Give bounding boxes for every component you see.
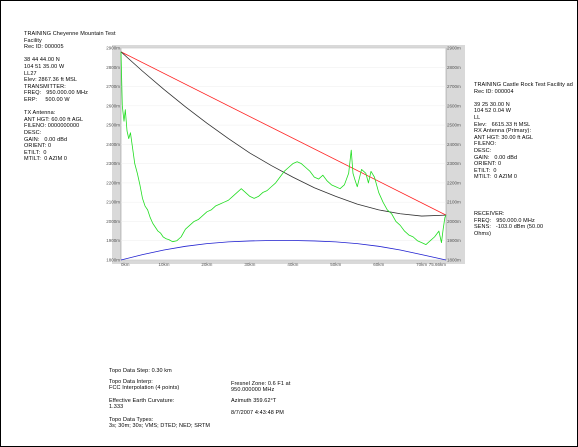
topo-types-value: 3s; 30m; 30s; VMS; DTED; NED; SRTM bbox=[109, 423, 211, 429]
rx-info-line: ORIENT: 0 bbox=[474, 161, 502, 168]
rx-info-line: ANT HGT: 30.00 ft AGL bbox=[474, 134, 534, 141]
tx-info-line: ERP: 500.00 W bbox=[24, 96, 70, 103]
y-tick-label-right: 2900m bbox=[447, 46, 461, 51]
x-tick-label: 75.66km bbox=[429, 262, 447, 267]
earth-curvature-line bbox=[120, 240, 447, 261]
y-tick-label: 2900m bbox=[106, 46, 120, 51]
rx-info-line: LL bbox=[474, 114, 481, 121]
tx-info-line: Rec ID: 000005 bbox=[24, 44, 64, 51]
receiver-line: Ohms) bbox=[474, 230, 491, 237]
rx-info-line: DESC: bbox=[474, 147, 492, 154]
rx-info-line: Rec ID: 000004 bbox=[474, 88, 514, 95]
tx-info-line: TX Antenna: bbox=[24, 110, 56, 117]
terrain-profile-line bbox=[120, 51, 447, 245]
y-tick-label: 2300m bbox=[106, 161, 120, 166]
rx-info-line: 39 25 30.00 N bbox=[474, 101, 510, 108]
y-tick-label: 2100m bbox=[106, 200, 120, 205]
y-tick-labels-right: 1800m 1900m 2000m 2100m 2200m 2300m 2400m 2500m… bbox=[447, 46, 461, 263]
y-tick-label-right: 2300m bbox=[447, 161, 461, 166]
y-tick-label-right: 1800m bbox=[447, 258, 461, 263]
y-tick-label-right: 2200m bbox=[447, 180, 461, 185]
y-tick-label: 2500m bbox=[106, 123, 120, 128]
y-tick-labels-left: 1800m 1900m 2000m 2100m 2200m 2300m 2400m 2500m… bbox=[106, 46, 120, 263]
y-tick-label-right: 1900m bbox=[447, 238, 461, 243]
rx-info-line: RX Antenna (Primary): bbox=[474, 128, 532, 135]
receiver-settings: RECEIVER: FREQ: 950.000.0 MHz SENS: -103.0… bbox=[474, 211, 543, 237]
tx-info-line: 104 51 35.00 W bbox=[24, 63, 65, 70]
rx-info-line: Elev: 6615.33 ft MSL bbox=[474, 121, 531, 128]
y-tick-label: 2700m bbox=[106, 84, 120, 89]
receiver-line: RECEIVER: bbox=[474, 211, 505, 217]
y-tick-label: 2000m bbox=[106, 219, 120, 224]
earth-curvature-label: Effective Earth Curvature: bbox=[109, 398, 175, 404]
line-of-sight-line bbox=[120, 51, 447, 216]
y-tick-label: 1800m bbox=[106, 258, 120, 263]
rx-info-line: MTILT: 0 AZIM 0 bbox=[474, 174, 518, 181]
x-tick-label: 20km bbox=[201, 262, 212, 267]
y-tick-label: 2600m bbox=[106, 103, 120, 108]
tx-info-line: TRAINING Cheyenne Mountain Test bbox=[24, 31, 116, 37]
tx-info-line: TRANSMITTER: bbox=[24, 83, 66, 90]
tx-info-line: MTILT: 0 AZIM 0 bbox=[24, 156, 68, 163]
x-tick-label: 10km bbox=[158, 262, 169, 267]
tx-info-line: Elev: 2867.36 ft MSL bbox=[24, 77, 78, 84]
tx-info-line: FILENO: 0000000000 bbox=[24, 123, 80, 130]
tx-info-line: FREQ: 950.000.00 MHz bbox=[24, 90, 88, 97]
y-tick-label: 2400m bbox=[106, 142, 120, 147]
rx-info-line: ETILT: 0 bbox=[474, 167, 497, 174]
x-tick-label: 40km bbox=[287, 262, 298, 267]
x-tick-label: 70km bbox=[416, 262, 427, 267]
tx-info-line: Facility bbox=[24, 37, 42, 44]
tx-info-line bbox=[24, 104, 116, 111]
y-tick-label: 2200m bbox=[106, 180, 120, 185]
y-tick-label-right: 2700m bbox=[447, 84, 461, 89]
y-tick-label-right: 2800m bbox=[447, 65, 461, 70]
chart-plot-area bbox=[120, 47, 447, 261]
y-tick-label: 2800m bbox=[106, 65, 120, 70]
receiver-line: FREQ: 950.000.0 MHz bbox=[474, 217, 535, 224]
y-tick-label-right: 2500m bbox=[447, 123, 461, 128]
fresnel-zone-line2: 950.000000 MHz bbox=[231, 387, 275, 393]
x-tick-label: 0km bbox=[121, 262, 130, 267]
timestamp: 8/7/2007 4:43:48 PM bbox=[231, 410, 284, 416]
rx-info-line: 104 52 0.04 W bbox=[474, 108, 512, 115]
tx-info-line: ANT HGT: 60.00 ft AGL bbox=[24, 116, 84, 123]
tx-info-line: ETILT: 0 bbox=[24, 149, 47, 156]
x-tick-label: 50km bbox=[330, 262, 341, 267]
tx-info-line: LL27 bbox=[24, 70, 37, 77]
topo-data-step: Topo Data Step: 0.30 km bbox=[109, 368, 172, 374]
tx-info-line: GAIN: 0.00 dBd bbox=[24, 136, 68, 143]
transmitter-station-info: TRAINING Cheyenne Mountain Test Facility R… bbox=[24, 31, 116, 163]
rx-info-line: GAIN: 0.00 dBd bbox=[474, 154, 518, 161]
topo-interp-label: Topo Data Interp: bbox=[109, 379, 153, 385]
x-tick-label: 30km bbox=[244, 262, 255, 267]
tx-info-line bbox=[24, 51, 116, 58]
rx-info-line: FILENO: bbox=[474, 141, 497, 148]
receiver-station-info: TRAINING Castle Rock Test Facility ad Rec… bbox=[474, 82, 573, 181]
y-tick-label-right: 2600m bbox=[447, 103, 461, 108]
tx-info-line: 38 44 44.00 N bbox=[24, 57, 60, 64]
tx-info-line: DESC: bbox=[24, 129, 42, 136]
fresnel-zone-line1: Fresnel Zone: 0.6 F1 at bbox=[231, 381, 291, 387]
azimuth: Azimuth 359.62°T bbox=[231, 398, 277, 404]
rx-info-line: TRAINING Castle Rock Test Facility ad bbox=[474, 82, 573, 88]
y-tick-label-right: 2100m bbox=[447, 200, 461, 205]
y-tick-label-right: 2000m bbox=[447, 219, 461, 224]
topo-interp-value: FCC Interpolation (4 points) bbox=[109, 385, 180, 391]
x-tick-labels: 0km 10km 20km 30km 40km 50km 60km 70km 75.66km bbox=[121, 262, 446, 267]
y-tick-label-right: 2400m bbox=[447, 142, 461, 147]
receiver-line: SENS: -103.0 dBm (50.00 bbox=[474, 224, 544, 231]
earth-curvature-value: 1.333 bbox=[109, 404, 124, 410]
topo-types-label: Topo Data Types: bbox=[109, 417, 154, 423]
tx-info-line: ORIENT: 0 bbox=[24, 143, 52, 150]
series-lines bbox=[120, 51, 447, 261]
x-tick-label: 60km bbox=[373, 262, 384, 267]
y-tick-label: 1900m bbox=[106, 238, 120, 243]
rx-info-line bbox=[474, 95, 573, 102]
